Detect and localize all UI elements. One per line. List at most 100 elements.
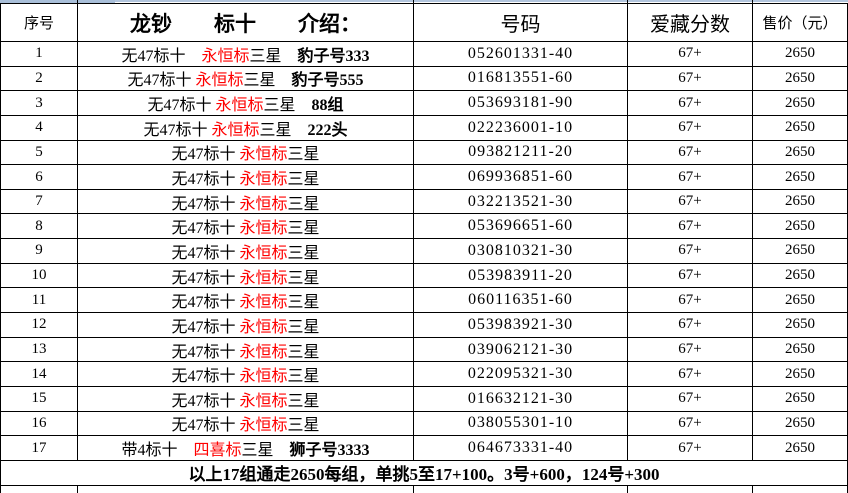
- cell-index: 4: [1, 115, 78, 140]
- cell-score: 67+: [628, 189, 753, 214]
- desc-text: 无47标十: [171, 392, 240, 410]
- cell-serial-number: 039062121-30: [414, 337, 628, 362]
- desc-red-highlight: 永恒标: [239, 269, 288, 287]
- cell-score: 67+: [628, 66, 753, 91]
- desc-red-highlight: 永恒标: [239, 220, 288, 238]
- desc-text-mid: 三星: [243, 72, 276, 90]
- cell-description: 无47标十 永恒标 三星: [78, 313, 414, 337]
- desc-text-mid: 三星: [263, 97, 296, 115]
- cell-price: 2650: [785, 94, 815, 111]
- cell-description: 无47标十 永恒标 三星: [78, 386, 414, 411]
- cell-score: 67+: [628, 288, 753, 313]
- table-row: 12 无47标十 永恒标 三星 053983921-30 67+ 2650: [1, 313, 847, 338]
- cell-index: 6: [1, 165, 78, 189]
- table: 序号 龙钞 标十 介绍： 号码 爱藏分数 售价（元） 1 无47标十 永恒标 三星…: [0, 3, 848, 493]
- table-row: 4 无47标十 永恒标 三星 222头 022236001-10 67+ 2650: [1, 115, 847, 141]
- cell-score: 67+: [628, 214, 753, 239]
- desc-red-highlight: 永恒标: [211, 121, 260, 139]
- desc-text: 无47标十: [171, 146, 240, 164]
- empty-cell: [1, 485, 78, 493]
- cell-serial-number: 032213521-30: [414, 189, 628, 214]
- table-row: 16 无47标十 永恒标 三星 038055301-10 67+ 2650: [1, 411, 847, 437]
- cell-index: 3: [1, 91, 78, 115]
- cell-description: 无47标十 永恒标 三星: [78, 189, 414, 214]
- desc-red-highlight: 永恒标: [239, 343, 288, 361]
- table-row: 15 无47标十 永恒标 三星 016632121-30 67+ 2650: [1, 386, 847, 412]
- desc-text: 无47标十: [171, 220, 240, 238]
- desc-text: 无47标十: [171, 318, 240, 336]
- table-row: 1 无47标十 永恒标 三星 豹子号333 052601331-40 67+ 26…: [1, 42, 847, 67]
- table-row: 17 带4标十 四喜标 三星 狮子号3333 064673331-40 67+ 2…: [1, 436, 847, 461]
- cell-score: 67+: [628, 42, 753, 66]
- top-strip-fill: [0, 0, 848, 2]
- desc-text: 无47标十: [121, 47, 202, 65]
- top-strip-left-fill: [0, 0, 115, 3]
- table-row: 11 无47标十 永恒标 三星 060116351-60 67+ 2650: [1, 288, 847, 314]
- table-row: 5 无47标十 永恒标 三星 093821211-20 67+ 2650: [1, 140, 847, 166]
- cell-description: 无47标十 永恒标 三星 88组: [78, 91, 414, 115]
- cell-index: 1: [1, 42, 78, 66]
- cell-price: 2650: [785, 45, 815, 62]
- cell-score: 67+: [628, 436, 753, 460]
- cell-score: 67+: [628, 239, 753, 263]
- desc-text-mid: 三星: [287, 171, 320, 189]
- desc-text: 无47标十: [147, 97, 216, 115]
- cell-index: 15: [1, 386, 78, 411]
- cell-serial-number: 053983911-20: [414, 263, 628, 288]
- desc-text-mid: 三星: [287, 417, 320, 435]
- cell-serial-number: 053693181-90: [414, 91, 628, 115]
- cell-index: 13: [1, 337, 78, 362]
- desc-text-mid: 三星: [287, 368, 320, 386]
- table-row: 13 无47标十 永恒标 三星 039062121-30 67+ 2650: [1, 337, 847, 363]
- cell-price: 2650: [785, 168, 815, 185]
- table-row: 8 无47标十 永恒标 三星 053696651-60 67+ 2650: [1, 214, 847, 240]
- desc-text-mid: 三星: [287, 244, 320, 262]
- cell-serial-number: 016632121-30: [414, 386, 628, 411]
- table-row: 3 无47标十 永恒标 三星 88组 053693181-90 67+ 2650: [1, 91, 847, 116]
- desc-text: 无47标十: [171, 269, 240, 287]
- desc-text-mid: 三星: [249, 47, 282, 65]
- cell-score: 67+: [628, 337, 753, 362]
- cell-price: 2650: [785, 414, 815, 431]
- cell-description: 无47标十 永恒标 三星: [78, 411, 414, 436]
- grid-tick: [752, 0, 753, 3]
- desc-red-highlight: 四喜标: [193, 442, 242, 460]
- desc-red-highlight: 永恒标: [239, 392, 288, 410]
- cell-serial-number: 053696651-60: [414, 214, 628, 239]
- desc-red-highlight: 永恒标: [201, 47, 250, 65]
- cell-price: 2650: [785, 291, 815, 308]
- desc-bold-text: 222头: [291, 121, 348, 139]
- grid-tick: [77, 0, 78, 3]
- cell-index: 11: [1, 288, 78, 313]
- desc-text-mid: 三星: [287, 392, 320, 410]
- desc-red-highlight: 永恒标: [239, 294, 288, 312]
- cell-score: 67+: [628, 165, 753, 189]
- column-header-number: 号码: [414, 4, 628, 41]
- cell-index: 8: [1, 214, 78, 239]
- desc-text: 无47标十: [171, 368, 240, 386]
- desc-text-mid: 三星: [287, 294, 320, 312]
- cell-serial-number: 053983921-30: [414, 313, 628, 337]
- cell-serial-number: 038055301-10: [414, 411, 628, 436]
- cell-description: 无47标十 永恒标 三星: [78, 288, 414, 313]
- cell-price: 2650: [785, 217, 815, 234]
- cell-serial-number: 022095321-30: [414, 362, 628, 386]
- desc-text: 带4标十: [121, 442, 194, 460]
- cell-serial-number: 064673331-40: [414, 436, 628, 460]
- desc-text: 无47标十: [171, 417, 240, 435]
- empty-cell: [628, 485, 753, 493]
- cell-price: 2650: [785, 439, 815, 456]
- grid-tick: [413, 0, 414, 3]
- cell-description: 无47标十 永恒标 三星: [78, 214, 414, 239]
- cell-price: 2650: [785, 119, 815, 136]
- cell-score: 67+: [628, 386, 753, 411]
- cell-description: 无47标十 永恒标 三星 222头: [78, 115, 414, 140]
- table-row: 9 无47标十 永恒标 三星 030810321-30 67+ 2650: [1, 239, 847, 264]
- cell-index: 16: [1, 411, 78, 436]
- cell-price: 2650: [785, 316, 815, 333]
- desc-bold-text: 88组: [295, 97, 344, 115]
- cell-score: 67+: [628, 91, 753, 115]
- desc-red-highlight: 永恒标: [239, 171, 288, 189]
- desc-red-highlight: 永恒标: [239, 146, 288, 164]
- desc-text-mid: 三星: [259, 121, 292, 139]
